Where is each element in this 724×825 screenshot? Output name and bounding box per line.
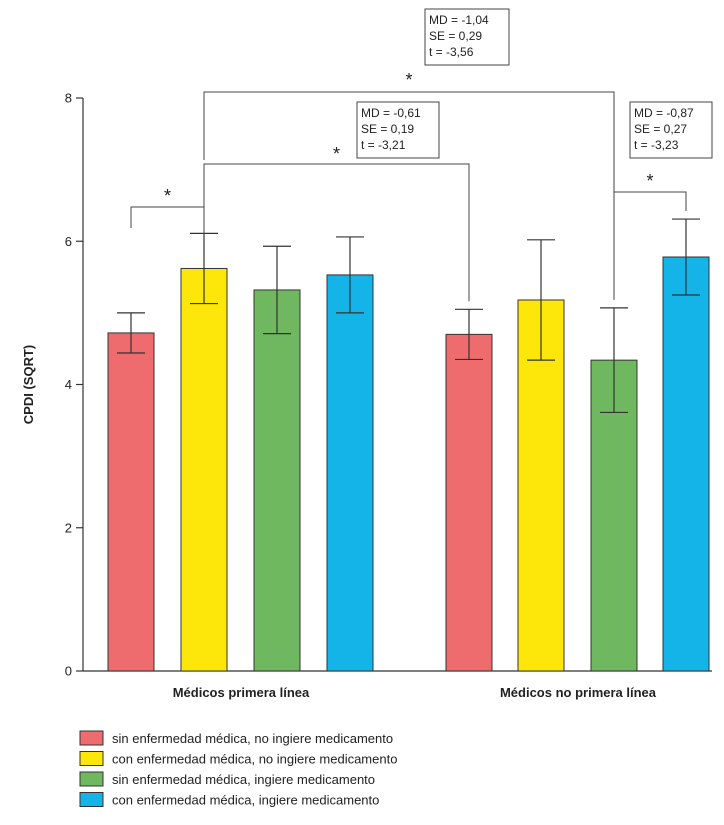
bar [326, 274, 374, 672]
stats-line: MD = -1,04 [429, 13, 489, 27]
significance-star: * [646, 171, 653, 191]
bar [253, 289, 301, 672]
stats-box [629, 101, 713, 159]
stats-line: SE = 0,19 [361, 122, 414, 136]
x-category-label: Médicos primera línea [173, 685, 310, 700]
bar [662, 256, 710, 672]
legend: sin enfermedad médica, no ingiere medica… [79, 730, 397, 808]
bar [107, 332, 155, 672]
x-category-label: Médicos no primera línea [500, 685, 657, 700]
significance-bracket [130, 206, 205, 228]
significance-star: * [405, 70, 412, 90]
stats-line: MD = -0,87 [634, 106, 694, 120]
significance-bracket [613, 191, 687, 212]
stats-line: t = -3,23 [634, 138, 679, 152]
bars [107, 256, 710, 672]
significance-star: * [164, 186, 171, 206]
legend-label: con enfermedad médica, no ingiere medica… [112, 752, 397, 767]
y-tick-label: 8 [65, 91, 72, 106]
significance-bracket [203, 163, 470, 302]
bar [445, 333, 493, 672]
stats-line: t = -3,21 [361, 138, 406, 152]
stats-box [424, 8, 510, 66]
legend-label: sin enfermedad médica, ingiere medicamen… [112, 772, 375, 787]
y-tick-label: 6 [65, 234, 72, 249]
bar [180, 267, 228, 672]
y-tick-label: 0 [65, 664, 72, 679]
stats-line: MD = -0,61 [361, 106, 421, 120]
stats-box [356, 101, 440, 159]
significance-brackets: * * MD = -0,61 SE = 0,19 t = -3,21 * MD = -1,0… [130, 8, 713, 302]
y-tick-label: 2 [65, 520, 72, 535]
stats-line: SE = 0,29 [429, 29, 482, 43]
legend-swatch [79, 771, 104, 787]
error-bars [117, 218, 700, 414]
y-tick-label: 4 [65, 377, 72, 392]
legend-swatch [79, 751, 104, 766]
stats-line: t = -3,56 [429, 45, 474, 59]
stats-line: SE = 0,27 [634, 122, 687, 136]
legend-label: con enfermedad médica, ingiere medicamen… [112, 793, 379, 808]
legend-swatch [79, 792, 104, 807]
legend-label: sin enfermedad médica, no ingiere medica… [112, 731, 393, 746]
y-axis-title: CPDI (SQRT) [21, 345, 36, 424]
significance-star: * [333, 144, 340, 164]
legend-swatch [79, 730, 104, 746]
